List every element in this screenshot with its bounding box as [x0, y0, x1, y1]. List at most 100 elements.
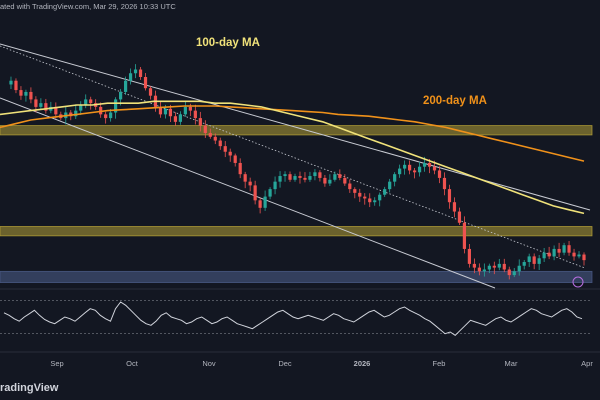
candle-body	[89, 99, 93, 104]
candle-body	[502, 263, 506, 270]
x-tick-label: Apr	[581, 359, 593, 368]
candle-body	[283, 174, 287, 177]
candle-body	[143, 76, 148, 89]
candle-body	[452, 202, 457, 212]
candle-body	[333, 174, 337, 180]
channel-upper-line	[0, 43, 591, 211]
candle-body	[148, 88, 153, 96]
candle-body	[447, 189, 452, 203]
candle-body	[323, 177, 327, 184]
candle-body	[158, 106, 163, 115]
candle-body	[203, 125, 207, 134]
candle-body	[288, 174, 292, 180]
x-tick-label: Oct	[126, 359, 139, 368]
candle-body	[532, 256, 536, 264]
candle-body	[547, 252, 551, 257]
candle-body	[74, 110, 78, 117]
candle-body	[123, 80, 128, 92]
candle-body	[462, 222, 467, 249]
candle-body	[517, 265, 521, 272]
candle-body	[173, 116, 178, 122]
candle-body	[223, 146, 227, 152]
support-zone	[0, 226, 593, 237]
candle-body	[497, 263, 501, 268]
ma200-annotation: 200-day MA	[423, 95, 487, 107]
candle-body	[99, 106, 103, 115]
chart-header: ated with TradingView.com, Mar 29, 2026 …	[0, 2, 176, 11]
candle-body	[527, 256, 531, 263]
candle-body	[308, 176, 312, 180]
candle-body	[168, 108, 173, 117]
candle-body	[238, 162, 242, 175]
candle-body	[383, 189, 387, 195]
candle-body	[348, 183, 352, 190]
candle-body	[343, 177, 347, 184]
candle-body	[133, 69, 138, 74]
candle-body	[437, 170, 442, 178]
candle-body	[388, 181, 392, 190]
x-tick-label: Mar	[505, 359, 518, 368]
candle-body	[104, 114, 108, 119]
x-tick-label: Dec	[278, 359, 292, 368]
candle-body	[114, 99, 118, 113]
candle-body	[487, 265, 491, 270]
candle-body	[403, 164, 407, 169]
candle-body	[432, 166, 437, 171]
candle-body	[109, 112, 113, 119]
candle-body	[268, 189, 272, 197]
x-tick-label: 2026	[354, 359, 371, 368]
candle-body	[208, 133, 212, 137]
candle-body	[14, 80, 18, 91]
candle-body	[393, 174, 397, 182]
candle-body	[492, 265, 496, 268]
candle-body	[303, 177, 307, 180]
candle-body	[572, 252, 576, 257]
candle-body	[577, 254, 581, 257]
candle-body	[253, 185, 257, 201]
candle-body	[183, 106, 187, 115]
candle-body	[467, 248, 471, 264]
candle-body	[363, 196, 367, 199]
candle-body	[138, 69, 143, 77]
resistance-zone	[0, 125, 593, 136]
candle-body	[54, 106, 58, 115]
ma100-annotation: 100-day MA	[196, 37, 260, 49]
candle-body	[368, 198, 372, 203]
candle-body	[472, 263, 476, 268]
candle-body	[128, 73, 133, 81]
candle-body	[427, 162, 432, 167]
candle-body	[293, 176, 297, 180]
ma100-line	[0, 100, 585, 215]
x-tick-label: Feb	[433, 359, 446, 368]
candle-body	[477, 267, 481, 272]
candle-body	[338, 174, 342, 178]
candle-body	[178, 114, 182, 122]
candle-body	[353, 189, 357, 193]
candle-body	[273, 181, 277, 190]
candle-body	[228, 151, 232, 156]
candle-body	[422, 162, 427, 167]
candle-body	[442, 177, 447, 190]
candle-body	[557, 248, 561, 253]
candle-body	[29, 91, 33, 100]
candle-body	[313, 172, 317, 177]
candle-body	[233, 155, 237, 163]
candle-body	[512, 271, 516, 276]
channel-mid-line	[0, 45, 586, 269]
tradingview-logo-text: radingView	[0, 382, 59, 394]
candle-body	[258, 200, 262, 208]
candle-body	[318, 172, 322, 178]
candle-body	[582, 254, 586, 261]
candle-body	[417, 166, 422, 173]
candle-body	[84, 99, 88, 106]
alert-icon	[572, 276, 584, 288]
candle-body	[542, 252, 546, 259]
candle-body	[373, 200, 377, 203]
candle-body	[378, 194, 382, 201]
candle-body	[248, 181, 252, 186]
candle-body	[163, 108, 168, 115]
candle-body	[398, 168, 402, 175]
candle-body	[278, 176, 282, 182]
candle-body	[198, 118, 202, 126]
